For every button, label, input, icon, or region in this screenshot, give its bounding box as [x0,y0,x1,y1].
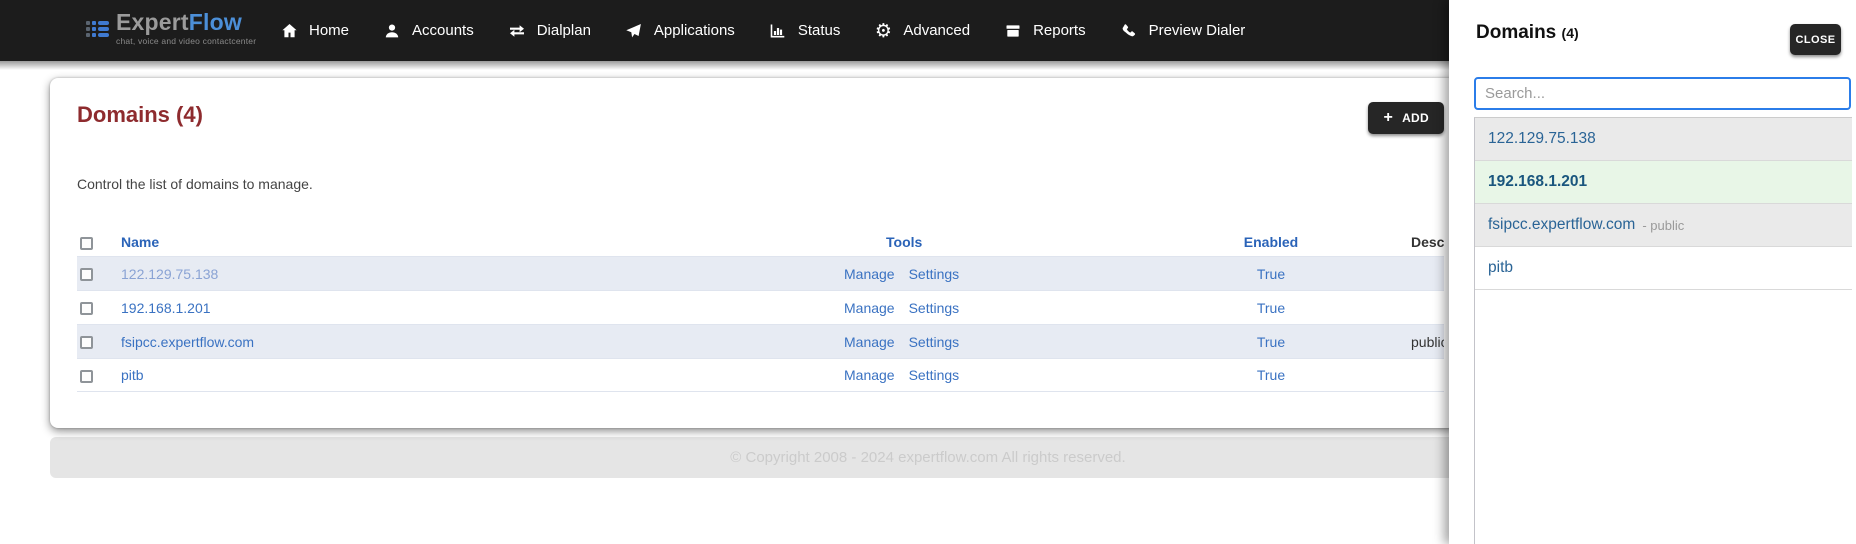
page-subtitle: Control the list of domains to manage. [77,176,313,192]
table-header-row: Name Tools Enabled Description [77,230,1444,254]
column-header-tools: Tools [886,234,923,250]
nav-item-home[interactable]: Home [280,22,349,39]
navbar-shadow [0,61,1856,70]
enabled-value[interactable]: True [1256,299,1286,316]
domain-list-item[interactable]: 122.129.75.138 [1475,118,1852,161]
user-icon [383,23,401,39]
domains-table: Name Tools Enabled Description 122.129.7… [77,230,1444,392]
brand-tagline: chat, voice and video contactcenter [116,36,257,46]
copyright-text: © Copyright 2008 - 2024 expertflow.com A… [730,449,1126,466]
manage-link[interactable]: Manage [844,265,895,282]
brand-logo[interactable]: ExpertFlow chat, voice and video contact… [86,10,256,46]
table-row: fsipcc.expertflow.com Manage Settings Tr… [77,324,1444,358]
enabled-value[interactable]: True [1256,333,1286,350]
domain-list-item-selected[interactable]: 192.168.1.201 [1475,161,1852,204]
nav-item-status[interactable]: Status [769,22,840,39]
nav-item-preview-dialer[interactable]: Preview Dialer [1120,22,1245,39]
settings-link[interactable]: Settings [908,265,960,282]
row-checkbox[interactable] [80,302,93,316]
manage-link[interactable]: Manage [844,333,895,350]
nav-item-advanced[interactable]: ⚙ Advanced [874,19,971,42]
add-button[interactable]: + ADD [1368,102,1444,134]
dots-grid-icon [86,21,109,37]
brand-name: ExpertFlow [116,9,242,35]
enabled-value[interactable]: True [1256,367,1286,383]
nav-item-dialplan[interactable]: Dialplan [508,22,591,39]
domain-name-link[interactable]: pitb [121,367,144,383]
table-row: pitb Manage Settings True [77,358,1444,392]
domain-name-link[interactable]: 122.129.75.138 [121,265,219,282]
archive-icon [1004,23,1022,39]
row-checkbox[interactable] [80,336,93,350]
gear-icon: ⚙ [874,19,892,42]
domain-search-input[interactable] [1474,77,1851,110]
nav-item-reports[interactable]: Reports [1004,22,1086,39]
description-value: public [1411,333,1444,350]
phone-icon [1120,23,1138,39]
swap-arrows-icon [508,23,526,39]
main-nav-menu: Home Accounts Dialplan Applications Stat… [280,0,1245,61]
domain-switcher-panel: Domains (4) CLOSE 122.129.75.138 192.168… [1449,0,1856,544]
column-header-name: Name [121,234,160,250]
settings-link[interactable]: Settings [908,299,960,316]
panel-title: Domains (4) [1476,22,1579,43]
settings-link[interactable]: Settings [908,367,960,383]
domains-card: Domains (4) + ADD Control the list of do… [50,78,1456,428]
manage-link[interactable]: Manage [844,299,895,316]
row-checkbox[interactable] [80,268,93,282]
paper-plane-icon [625,23,643,39]
domain-name-link[interactable]: 192.168.1.201 [121,299,211,316]
nav-item-accounts[interactable]: Accounts [383,22,474,39]
row-checkbox[interactable] [80,369,93,383]
table-row: 122.129.75.138 Manage Settings True [77,256,1444,290]
column-header-enabled: Enabled [1243,234,1299,250]
plus-icon: + [1383,109,1394,126]
page-title: Domains (4) [77,102,203,127]
manage-link[interactable]: Manage [844,367,895,383]
nav-item-applications[interactable]: Applications [625,22,735,39]
home-icon [280,23,298,39]
column-header-description: Description [1411,234,1444,250]
enabled-value[interactable]: True [1256,265,1286,282]
table-row: 192.168.1.201 Manage Settings True [77,290,1444,324]
close-button[interactable]: CLOSE [1790,24,1841,55]
settings-link[interactable]: Settings [908,333,960,350]
select-all-checkbox[interactable] [80,236,93,250]
domain-list-item[interactable]: fsipcc.expertflow.com - public [1475,204,1852,247]
domain-results-list: 122.129.75.138 192.168.1.201 fsipcc.expe… [1474,117,1852,544]
domain-name-link[interactable]: fsipcc.expertflow.com [121,333,255,350]
bar-chart-icon [769,23,787,39]
domain-list-item[interactable]: pitb [1475,247,1852,290]
